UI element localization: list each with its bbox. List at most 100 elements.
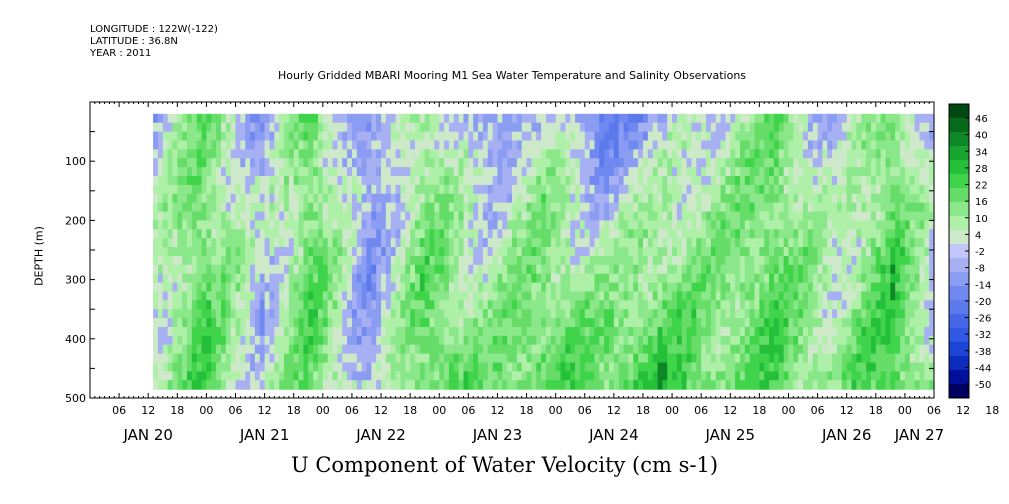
heatmap-cell (861, 122, 867, 133)
heatmap-cell (284, 202, 290, 213)
heatmap-cell (807, 318, 814, 328)
heatmap-cell (715, 167, 722, 177)
heatmap-cell (424, 371, 431, 381)
heatmap-cell (390, 202, 397, 213)
heatmap-cell (672, 247, 678, 257)
heatmap-cell (851, 318, 857, 328)
heatmap-cell (366, 344, 372, 355)
heatmap-cell (657, 326, 663, 337)
heatmap-cell (366, 193, 372, 204)
heatmap-cell (749, 149, 756, 159)
heatmap-cell (613, 149, 620, 159)
heatmap-cell (749, 220, 756, 230)
heatmap-cell (516, 167, 523, 177)
heatmap-cell (414, 238, 421, 248)
heatmap-cell (293, 264, 300, 275)
heatmap-cell (177, 184, 183, 195)
heatmap-cell (812, 371, 819, 381)
heatmap-cell (279, 371, 285, 381)
heatmap-cell (303, 176, 309, 186)
heatmap-cell (230, 184, 237, 195)
heatmap-cell (400, 344, 406, 355)
heatmap-cell (366, 362, 372, 372)
heatmap-cell (667, 122, 673, 133)
heatmap-cell (914, 273, 921, 284)
heatmap-cell (240, 140, 246, 150)
heatmap-cell (613, 202, 620, 213)
heatmap-cell (904, 149, 911, 159)
heatmap-cell (313, 291, 319, 301)
heatmap-cell (478, 255, 484, 266)
heatmap-cell (337, 353, 343, 364)
heatmap-cell (347, 184, 353, 195)
heatmap-cell (196, 247, 203, 257)
heatmap-cell (764, 344, 770, 355)
heatmap-cell (880, 371, 887, 381)
heatmap-cell (327, 282, 334, 293)
heatmap-cell (439, 344, 445, 355)
heatmap-cell (589, 362, 596, 372)
heatmap-cell (259, 344, 266, 355)
heatmap-cell (638, 362, 644, 372)
heatmap-cell (696, 273, 702, 284)
heatmap-cell (521, 282, 528, 293)
heatmap-cell (822, 158, 828, 168)
heatmap-cell (468, 131, 474, 142)
heatmap-cell (676, 344, 683, 355)
heatmap-cell (390, 318, 397, 328)
heatmap-cell (681, 344, 688, 355)
heatmap-cell (211, 113, 217, 124)
heatmap-cell (662, 264, 668, 275)
heatmap-cell (691, 184, 697, 195)
heatmap-cell (463, 255, 469, 266)
heatmap-cell (662, 309, 668, 319)
heatmap-cell (701, 193, 707, 204)
heatmap-cell (478, 176, 484, 186)
heatmap-cell (696, 300, 702, 310)
heatmap-cell (187, 193, 193, 204)
heatmap-cell (589, 309, 596, 319)
heatmap-cell (385, 193, 392, 204)
heatmap-cell (507, 184, 513, 195)
heatmap-cell (182, 273, 188, 284)
heatmap-cell (526, 380, 532, 390)
heatmap-cell (482, 300, 489, 310)
heatmap-cell (676, 211, 683, 221)
heatmap-cell (594, 167, 600, 177)
heatmap-cell (250, 140, 256, 150)
heatmap-cell (914, 326, 921, 337)
heatmap-cell (468, 238, 474, 248)
heatmap-cell (463, 362, 469, 372)
heatmap-cell (890, 273, 896, 284)
heatmap-cell (453, 380, 460, 390)
heatmap-cell (788, 282, 794, 293)
heatmap-cell (497, 184, 503, 195)
heatmap-cell (385, 318, 392, 328)
heatmap-cell (652, 326, 659, 337)
heatmap-cell (672, 309, 678, 319)
heatmap-cell (861, 380, 867, 390)
heatmap-cell (875, 300, 882, 310)
heatmap-cell (822, 229, 828, 239)
heatmap-cell (371, 273, 377, 284)
heatmap-cell (497, 176, 503, 186)
heatmap-cell (162, 264, 169, 275)
heatmap-cell (497, 211, 503, 221)
heatmap-cell (798, 353, 804, 364)
heatmap-cell (783, 362, 790, 372)
heatmap-cell (924, 184, 930, 195)
heatmap-cell (512, 229, 518, 239)
heatmap-cell (230, 247, 237, 257)
heatmap-cell (342, 220, 348, 230)
heatmap-cell (565, 300, 571, 310)
heatmap-cell (410, 211, 416, 221)
heatmap-cell (676, 193, 683, 204)
heatmap-cell (400, 282, 406, 293)
heatmap-cell (589, 353, 596, 364)
heatmap-cell (875, 326, 882, 337)
heatmap-cell (439, 335, 445, 346)
heatmap-cell (754, 255, 760, 266)
heatmap-cell (866, 273, 872, 284)
heatmap-cell (846, 211, 853, 221)
heatmap-cell (439, 176, 445, 186)
